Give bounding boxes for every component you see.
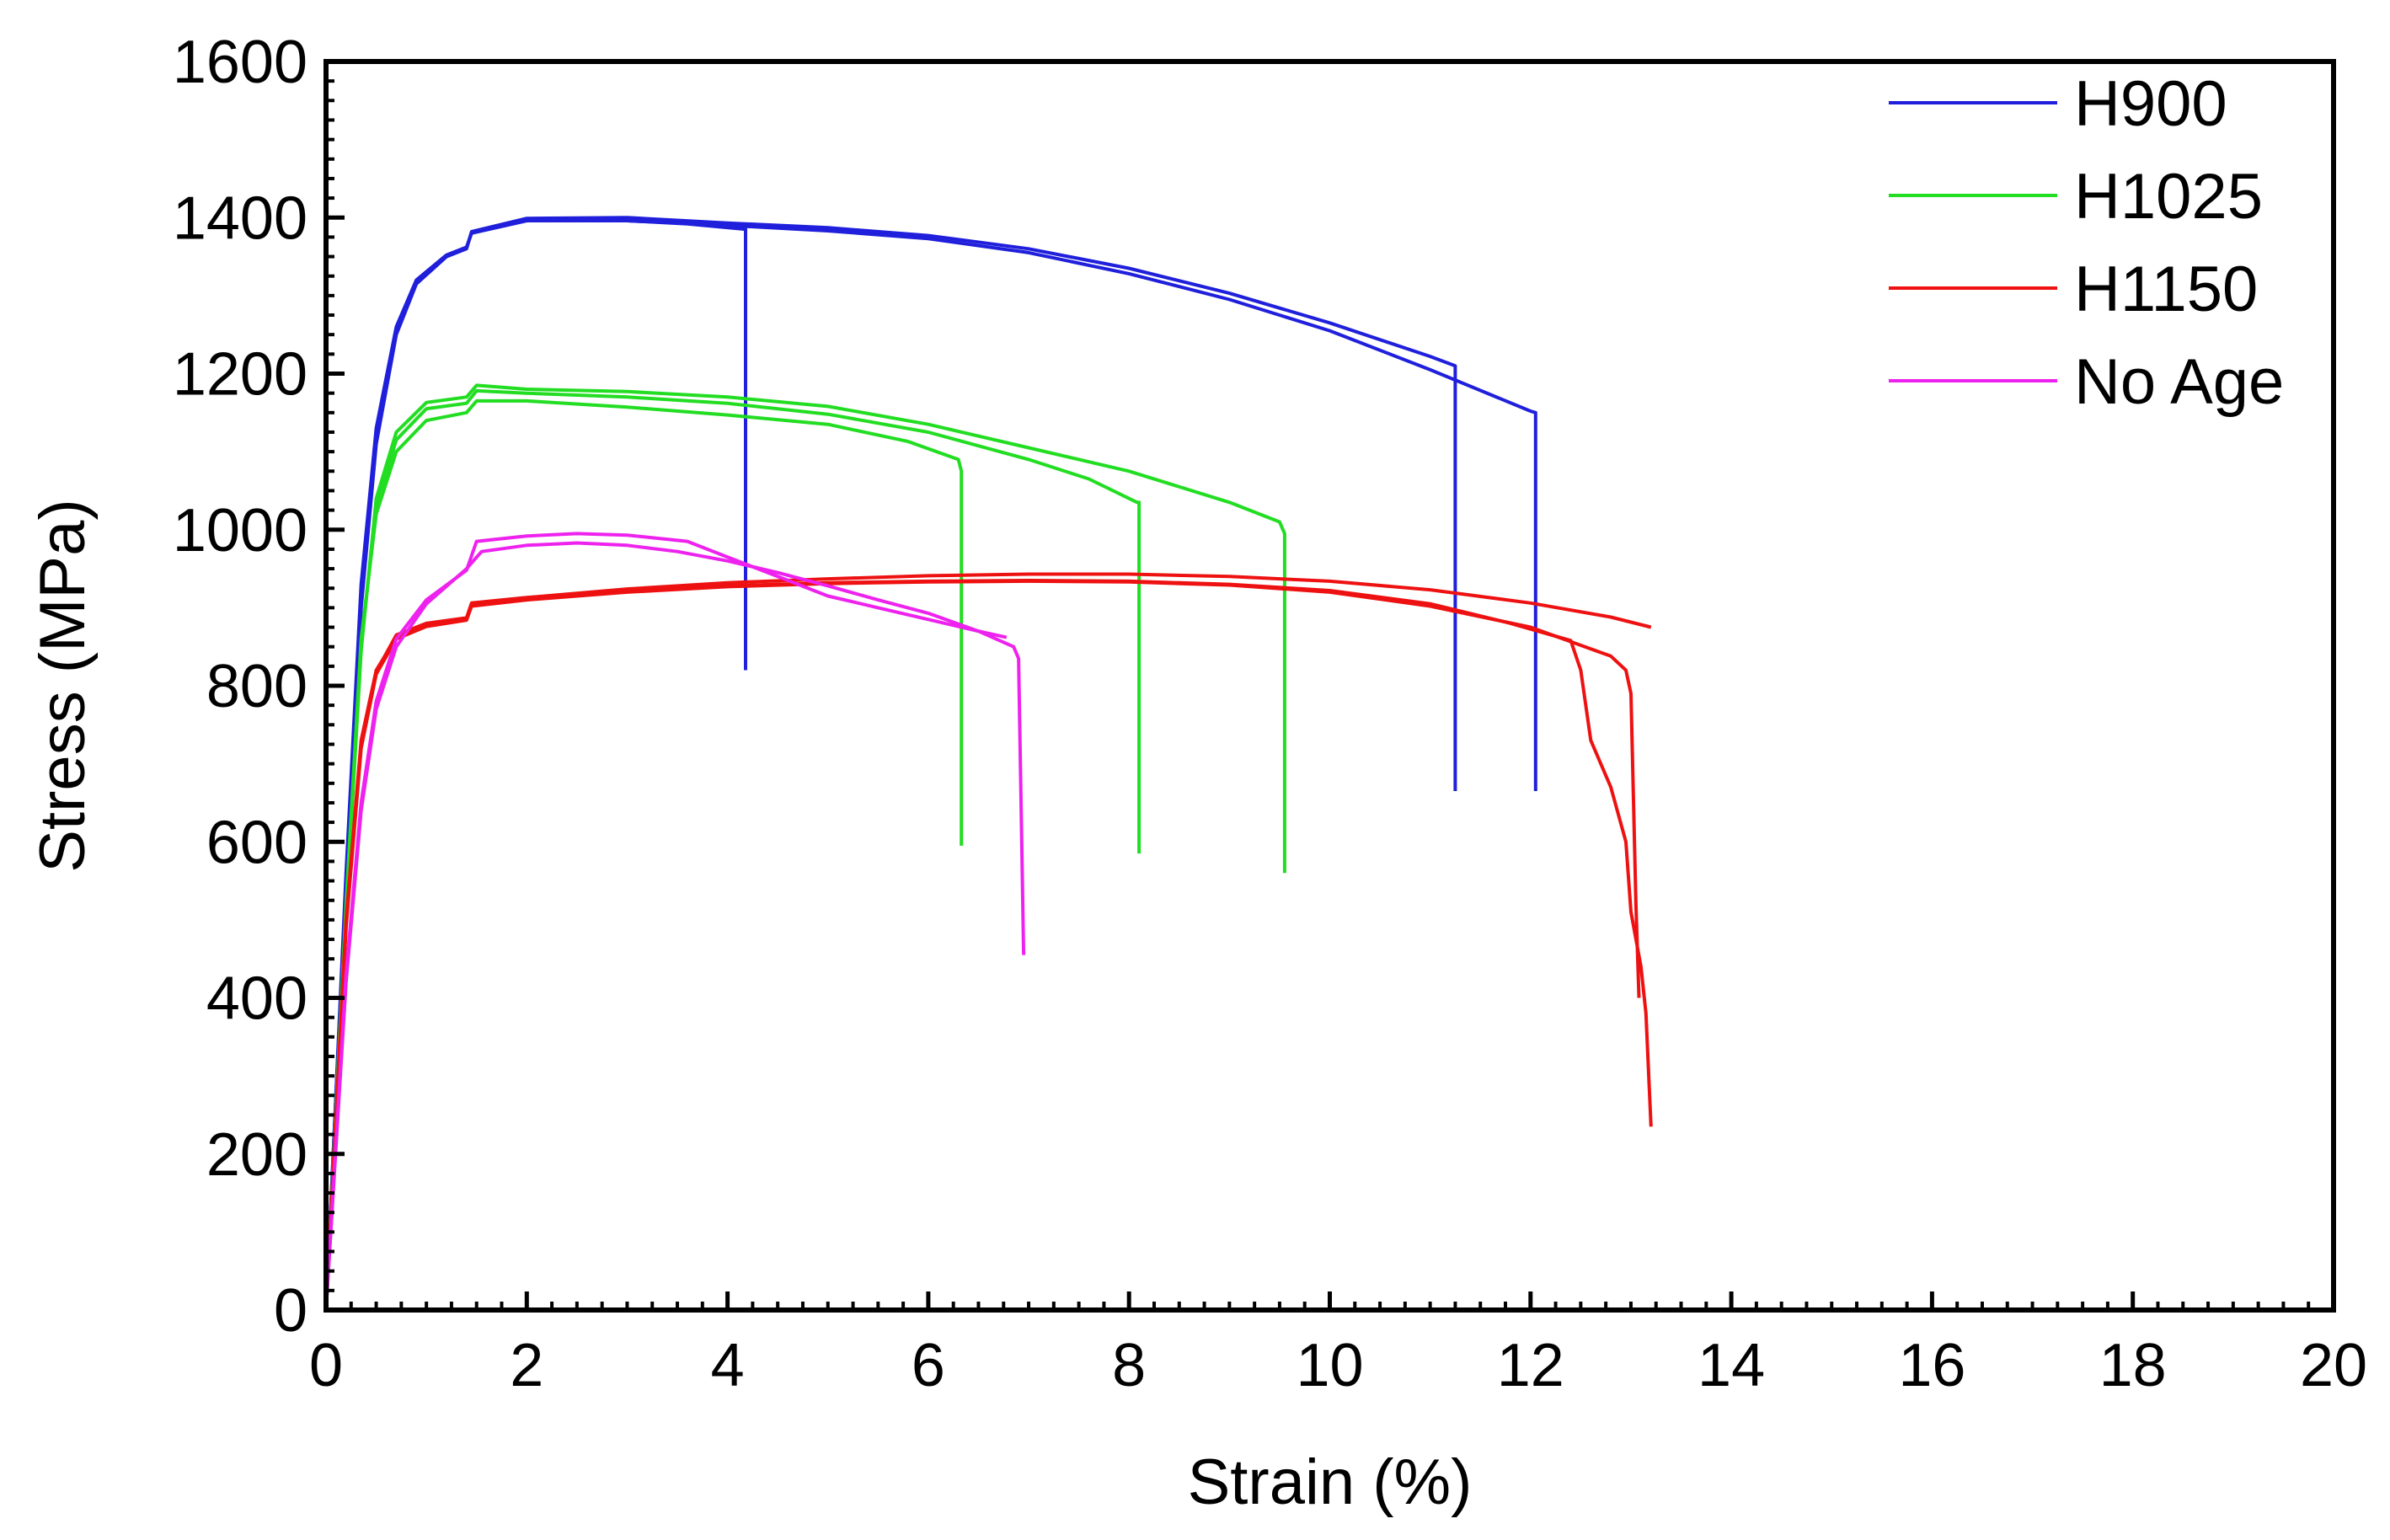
legend-label: H900 [2074, 68, 2227, 140]
y-tick-label: 0 [274, 1277, 307, 1345]
major-ticks [323, 59, 2336, 1313]
legend-label: H1150 [2074, 254, 2258, 325]
series-h900 [324, 216, 1537, 1311]
series-h1025 [324, 383, 1286, 1311]
series-line-h1150-1 [324, 579, 1653, 1311]
plot-frame [323, 59, 2336, 1313]
x-tick-label: 2 [510, 1332, 543, 1399]
y-tick-label: 1200 [173, 341, 307, 409]
legend-label: No Age [2074, 346, 2284, 418]
series-line-h900-1 [324, 219, 747, 1311]
series-line-no-age-1 [324, 532, 1008, 1311]
legend-label: H1025 [2074, 161, 2263, 233]
x-tick-label: 6 [912, 1332, 945, 1399]
series-line-h1150-3 [324, 572, 1652, 1311]
series-line-h900-3 [324, 218, 1537, 1311]
y-tick-label: 800 [206, 653, 307, 720]
series-line-no-age-2 [324, 541, 1026, 1311]
series-no-age [324, 532, 1026, 1311]
curves-layer [324, 216, 1653, 1311]
legend-item: No Age [1889, 346, 2284, 418]
series-line-h1025-2 [324, 388, 1142, 1311]
x-tick-label: 10 [1296, 1332, 1363, 1399]
series-line-h1025-3 [324, 383, 1286, 1311]
y-tick-label: 400 [206, 965, 307, 1033]
x-tick-label: 4 [711, 1332, 745, 1399]
minor-ticks [324, 60, 2335, 1312]
y-tick-label: 1000 [173, 497, 307, 564]
x-tick-label: 8 [1112, 1332, 1146, 1399]
series-line-h1150-2 [324, 579, 1641, 1311]
legend-item: H1150 [1889, 254, 2258, 325]
x-tick-label: 14 [1698, 1332, 1765, 1399]
legend: H900 H1025 H1150 No Age [1889, 68, 2284, 418]
legend-item: H900 [1889, 68, 2227, 140]
y-tick-label: 600 [206, 809, 307, 876]
series-h1150 [324, 572, 1653, 1311]
x-tick-label: 0 [309, 1332, 343, 1399]
y-tick-label: 200 [206, 1121, 307, 1189]
y-axis-title: Stress (MPa) [27, 499, 99, 872]
x-tick-label: 16 [1898, 1332, 1965, 1399]
x-tick-label: 20 [2300, 1332, 2367, 1399]
x-tick-label: 18 [2099, 1332, 2167, 1399]
y-tick-labels: 0 200 400 600 800 1000 1200 1400 1600 [173, 29, 307, 1345]
x-tick-labels: 0 2 4 6 8 10 12 14 16 18 20 [309, 1332, 2367, 1399]
x-tick-label: 12 [1497, 1332, 1564, 1399]
y-tick-label: 1400 [173, 184, 307, 252]
legend-item: H1025 [1889, 161, 2263, 233]
x-axis-title: Strain (%) [1188, 1446, 1473, 1518]
y-tick-label: 1600 [173, 29, 307, 96]
